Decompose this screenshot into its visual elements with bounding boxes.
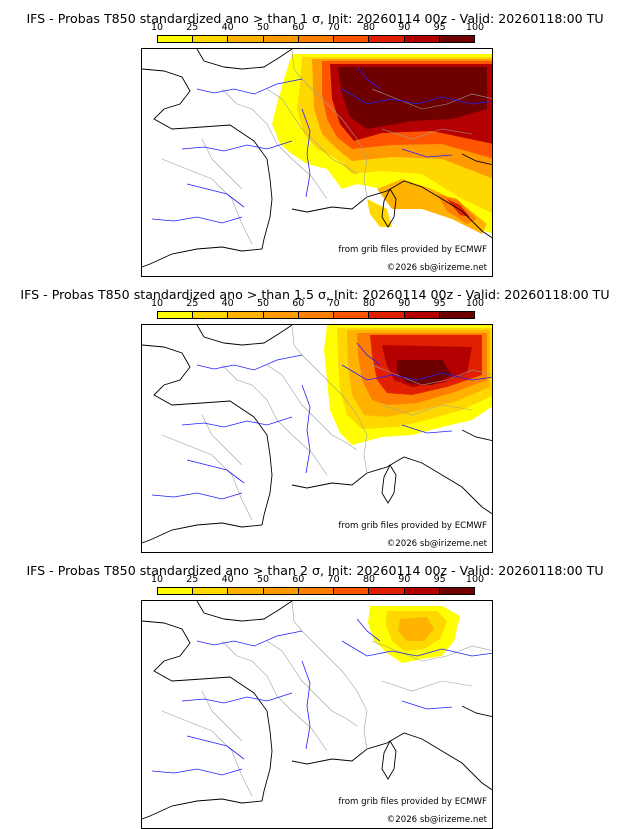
admin-borders xyxy=(161,49,492,245)
panel-title: IFS - Probas T850 standardized ano > tha… xyxy=(20,287,610,302)
colorbar-swatch xyxy=(334,312,370,318)
colorbar-tick: 50 xyxy=(256,298,270,309)
probability-colorbar: 10 25 40 50 60 70 80 90 95 100 xyxy=(151,574,484,596)
copyright-credit: ©2026 sb@irizeme.net xyxy=(386,539,487,549)
colorbar-tick: 25 xyxy=(186,22,199,33)
colorbar-tick: 80 xyxy=(362,22,376,33)
colorbar-swatch xyxy=(298,312,335,318)
colorbar-swatch xyxy=(298,588,335,594)
colorbar-swatch xyxy=(193,36,229,42)
colorbar-swatch xyxy=(228,36,264,42)
colorbar-tick: 50 xyxy=(256,574,270,585)
coastlines xyxy=(142,49,492,268)
colorbar-swatch xyxy=(193,588,229,594)
panel-title: IFS - Probas T850 standardized ano > tha… xyxy=(26,11,604,26)
colorbar-tick: 40 xyxy=(221,574,234,585)
colorbar-swatch xyxy=(439,36,474,42)
colorbar-tick: 25 xyxy=(186,574,199,585)
colorbar-swatch xyxy=(404,588,440,594)
colorbar-tick: 80 xyxy=(362,298,376,309)
colorbar-swatch xyxy=(404,36,440,42)
colorbar-tick: 60 xyxy=(292,22,305,33)
colorbar-tick: 25 xyxy=(186,298,199,309)
colorbar-tick: 100 xyxy=(465,22,485,33)
colorbar-tick: 70 xyxy=(327,298,340,309)
probability-shading xyxy=(272,54,492,234)
colorbar-swatch xyxy=(158,36,194,42)
colorbar-tick: 90 xyxy=(398,298,411,309)
data-source-credit: from grib files provided by ECMWF xyxy=(338,521,487,531)
colorbar-tick: 95 xyxy=(433,574,446,585)
map-drawing xyxy=(142,325,492,544)
map-drawing xyxy=(142,601,492,820)
colorbar-swatch xyxy=(298,36,335,42)
colorbar-swatch xyxy=(334,36,370,42)
probability-shading xyxy=(324,325,492,445)
colorbar-tick: 100 xyxy=(465,574,485,585)
colorbar-swatch xyxy=(158,588,194,594)
colorbar-tick: 10 xyxy=(150,574,164,585)
probability-colorbar: 10 25 40 50 60 70 80 90 95 100 xyxy=(151,298,484,320)
colorbar-tick: 90 xyxy=(398,574,411,585)
colorbar-swatch xyxy=(439,588,474,594)
colorbar-swatch xyxy=(263,588,299,594)
colorbar-swatch xyxy=(334,588,370,594)
probability-colorbar: 10 25 40 50 60 70 80 90 95 100 xyxy=(151,22,484,44)
colorbar-tick: 100 xyxy=(465,298,485,309)
colorbar-tick: 60 xyxy=(292,574,305,585)
colorbar-swatch xyxy=(369,312,405,318)
map-drawing xyxy=(142,49,492,268)
coastlines xyxy=(142,601,492,820)
colorbar-swatch xyxy=(369,588,405,594)
copyright-credit: ©2026 sb@irizeme.net xyxy=(386,263,487,273)
colorbar-tick: 95 xyxy=(433,298,446,309)
colorbar-tick: 80 xyxy=(362,574,376,585)
colorbar-swatch xyxy=(228,588,264,594)
map-panel-1-5-sigma: IFS - Probas T850 standardized ano > tha… xyxy=(0,276,630,553)
colorbar-swatch xyxy=(263,312,299,318)
probability-map: from grib files provided by ECMWF ©2026 … xyxy=(141,600,493,829)
map-panel-1-sigma: IFS - Probas T850 standardized ano > tha… xyxy=(0,0,630,277)
colorbar-tick: 70 xyxy=(327,574,340,585)
colorbar-swatch xyxy=(439,312,474,318)
colorbar-swatch xyxy=(193,312,229,318)
map-panel-2-sigma: IFS - Probas T850 standardized ano > tha… xyxy=(0,552,630,829)
probability-shading xyxy=(368,606,460,663)
data-source-credit: from grib files provided by ECMWF xyxy=(338,797,487,807)
colorbar-swatch xyxy=(158,312,194,318)
colorbar-tick: 40 xyxy=(221,298,234,309)
copyright-credit: ©2026 sb@irizeme.net xyxy=(386,815,487,825)
probability-map: from grib files provided by ECMWF ©2026 … xyxy=(141,48,493,277)
colorbar-tick: 50 xyxy=(256,22,270,33)
panel-title: IFS - Probas T850 standardized ano > tha… xyxy=(26,563,604,578)
colorbar-swatch xyxy=(369,36,405,42)
colorbar-swatch xyxy=(228,312,264,318)
colorbar-tick: 60 xyxy=(292,298,305,309)
rivers xyxy=(151,618,492,776)
colorbar-tick: 10 xyxy=(150,298,164,309)
colorbar-tick: 90 xyxy=(398,22,411,33)
data-source-credit: from grib files provided by ECMWF xyxy=(338,245,487,255)
admin-borders xyxy=(161,325,492,521)
colorbar-tick: 10 xyxy=(150,22,164,33)
colorbar-tick: 40 xyxy=(221,22,234,33)
colorbar-swatch xyxy=(404,312,440,318)
colorbar-tick: 95 xyxy=(433,22,446,33)
colorbar-tick: 70 xyxy=(327,22,340,33)
probability-map: from grib files provided by ECMWF ©2026 … xyxy=(141,324,493,553)
rivers xyxy=(151,342,492,500)
colorbar-swatch xyxy=(263,36,299,42)
rivers xyxy=(151,66,492,224)
coastlines xyxy=(142,325,492,544)
